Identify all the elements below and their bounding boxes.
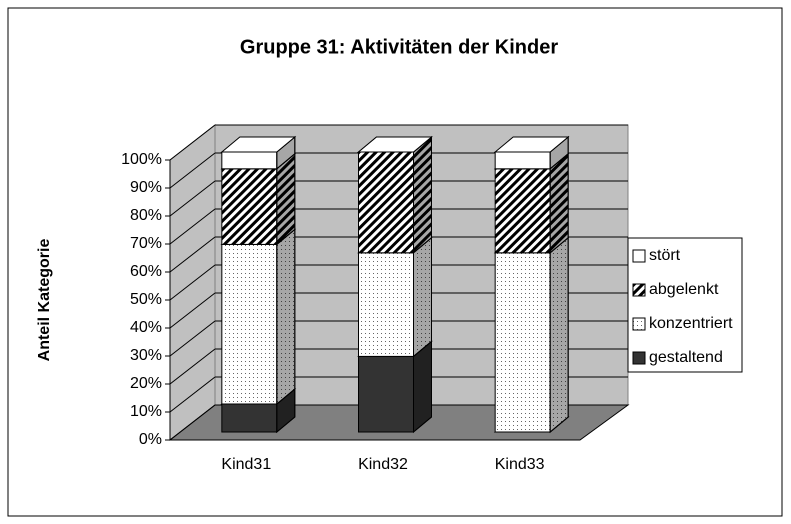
grid-line (169, 292, 216, 329)
legend-swatch (632, 351, 646, 365)
bar-top (493, 136, 570, 153)
bar-front (494, 252, 551, 433)
grid-line (169, 208, 216, 245)
y-tick-label: 20% (130, 375, 162, 392)
grid-line (169, 180, 216, 217)
bar-front (494, 151, 551, 170)
legend-swatch (632, 283, 646, 297)
legend-label: stört (649, 247, 681, 264)
bar-side-shade (413, 340, 432, 434)
bar-top (357, 136, 433, 153)
y-tick-label: 100% (121, 151, 162, 168)
legend-swatch (632, 249, 646, 263)
bar-side-shade (549, 152, 569, 254)
grid-line (169, 236, 216, 273)
bar-front (221, 243, 278, 405)
y-axis-label: Anteil Kategorie (36, 239, 53, 362)
grid-line (169, 264, 216, 301)
bar-side-shade (276, 152, 296, 246)
bar-side-shade (549, 236, 569, 434)
y-tick-label: 30% (130, 347, 162, 364)
legend-label: konzentriert (649, 315, 733, 332)
y-tick-label: 60% (130, 263, 162, 280)
bar-side-shade (276, 228, 296, 406)
x-tick-label: Kind31 (221, 456, 271, 473)
legend-box (627, 237, 743, 373)
y-tick-label: 90% (130, 179, 162, 196)
legend-swatch (632, 317, 646, 331)
bar-front (358, 151, 414, 254)
bar-top (220, 136, 297, 153)
grid-line (169, 404, 216, 441)
grid-line (169, 348, 216, 385)
grid-line (169, 320, 216, 357)
x-tick-label: Kind32 (358, 456, 408, 473)
y-tick-label: 80% (130, 207, 162, 224)
y-tick-label: 50% (130, 291, 162, 308)
bar-front (358, 355, 414, 433)
legend-label: abgelenkt (649, 281, 719, 298)
grid-line (169, 376, 216, 413)
x-tick-label: Kind33 (495, 456, 545, 473)
bar-front (494, 168, 551, 254)
bar-front (358, 252, 414, 357)
bar-front (221, 168, 278, 245)
grid-line (169, 152, 216, 189)
y-tick-label: 0% (139, 431, 162, 448)
bar-side-shade (413, 236, 432, 358)
grid-line (169, 124, 216, 161)
bar-side-shade (413, 135, 432, 254)
legend-label: gestaltend (649, 349, 723, 366)
y-tick-label: 40% (130, 319, 162, 336)
y-tick-label: 70% (130, 235, 162, 252)
chart-title: Gruppe 31: Aktivitäten der Kinder (240, 36, 558, 58)
y-tick-label: 10% (130, 403, 162, 420)
bar-front (221, 151, 278, 170)
bar-front (221, 403, 278, 433)
